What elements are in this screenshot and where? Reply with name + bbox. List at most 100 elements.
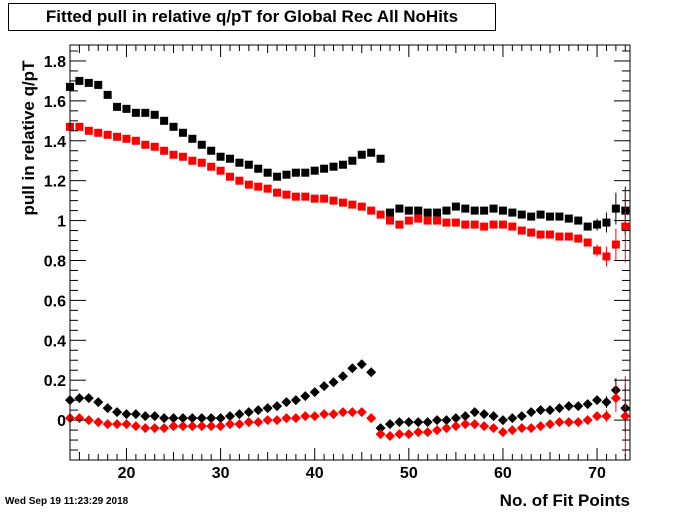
data-point	[282, 190, 291, 199]
data-point	[328, 409, 339, 420]
data-point	[281, 397, 292, 408]
data-point	[83, 415, 94, 426]
data-point	[546, 212, 554, 221]
data-point	[131, 136, 140, 145]
data-point	[403, 417, 414, 428]
data-point	[272, 401, 283, 412]
data-point	[497, 415, 508, 426]
data-point	[272, 415, 283, 426]
data-point	[103, 130, 112, 139]
data-point	[357, 202, 366, 211]
data-point	[177, 413, 188, 424]
data-point	[273, 172, 282, 181]
data-point	[319, 409, 330, 420]
data-point	[338, 198, 347, 207]
data-point	[367, 148, 376, 157]
data-point	[160, 116, 169, 125]
data-point	[112, 407, 123, 418]
data-point	[526, 423, 537, 434]
x-tick-label: 50	[400, 465, 418, 482]
data-point	[150, 142, 159, 151]
plot-frame	[69, 44, 631, 461]
data-point	[620, 411, 631, 422]
x-axis-label: No. of Fit Points	[499, 491, 630, 510]
data-point	[386, 216, 394, 225]
data-point	[582, 399, 593, 410]
data-point	[470, 220, 479, 229]
data-point	[357, 150, 366, 159]
data-point	[74, 413, 85, 424]
data-point	[592, 411, 603, 422]
data-point	[337, 371, 348, 382]
data-point	[140, 411, 151, 422]
data-point	[602, 252, 611, 261]
data-point	[263, 184, 272, 193]
data-point	[535, 421, 546, 432]
data-point	[273, 188, 282, 197]
data-point	[310, 166, 319, 175]
data-point	[291, 168, 300, 177]
y-tick-label: 1.2	[44, 174, 66, 191]
data-point	[413, 417, 424, 428]
data-point	[122, 134, 131, 143]
data-point	[113, 102, 122, 111]
data-point	[329, 162, 338, 171]
data-point	[140, 423, 151, 434]
data-point	[517, 226, 526, 235]
data-point	[329, 196, 338, 205]
data-point	[555, 232, 564, 241]
data-point	[516, 423, 527, 434]
data-point	[508, 222, 517, 231]
data-point	[281, 413, 292, 424]
data-point	[290, 395, 301, 406]
y-tick-label: 1.6	[44, 94, 66, 111]
data-point	[216, 152, 225, 161]
data-point	[328, 377, 339, 388]
data-point	[395, 220, 404, 229]
data-point	[498, 206, 507, 215]
data-point	[263, 168, 272, 177]
data-point	[414, 206, 423, 215]
data-point	[356, 359, 367, 370]
data-point	[121, 409, 132, 420]
data-point	[243, 417, 254, 428]
data-point	[169, 150, 178, 159]
data-point	[433, 216, 442, 225]
data-point	[309, 387, 320, 398]
data-point	[422, 417, 433, 428]
data-point	[470, 206, 479, 215]
data-point	[480, 222, 489, 231]
data-point	[386, 208, 394, 217]
data-point	[376, 210, 385, 219]
series-3	[65, 376, 631, 457]
data-point	[226, 172, 234, 181]
data-point	[395, 204, 404, 213]
data-point	[479, 409, 490, 420]
y-tick-label: 0.8	[44, 253, 66, 270]
data-point	[489, 204, 498, 213]
data-point	[348, 156, 357, 165]
data-point	[450, 413, 461, 424]
data-point	[508, 208, 517, 217]
data-point	[404, 216, 413, 225]
data-point	[168, 413, 179, 424]
data-point	[75, 122, 84, 131]
data-point	[367, 206, 376, 215]
data-point	[207, 146, 216, 155]
data-point	[347, 363, 358, 374]
data-point	[169, 122, 178, 131]
data-point	[488, 411, 499, 422]
data-point	[554, 417, 565, 428]
data-point	[290, 413, 301, 424]
data-point	[461, 220, 470, 229]
data-point	[188, 134, 197, 143]
y-tick-label: 1.4	[44, 134, 66, 151]
data-point	[356, 407, 367, 418]
data-point	[131, 108, 140, 117]
data-point	[432, 425, 443, 436]
data-point	[141, 140, 150, 149]
data-point	[83, 393, 94, 404]
data-point	[75, 76, 84, 85]
series-2	[65, 359, 631, 434]
data-point	[253, 405, 264, 416]
